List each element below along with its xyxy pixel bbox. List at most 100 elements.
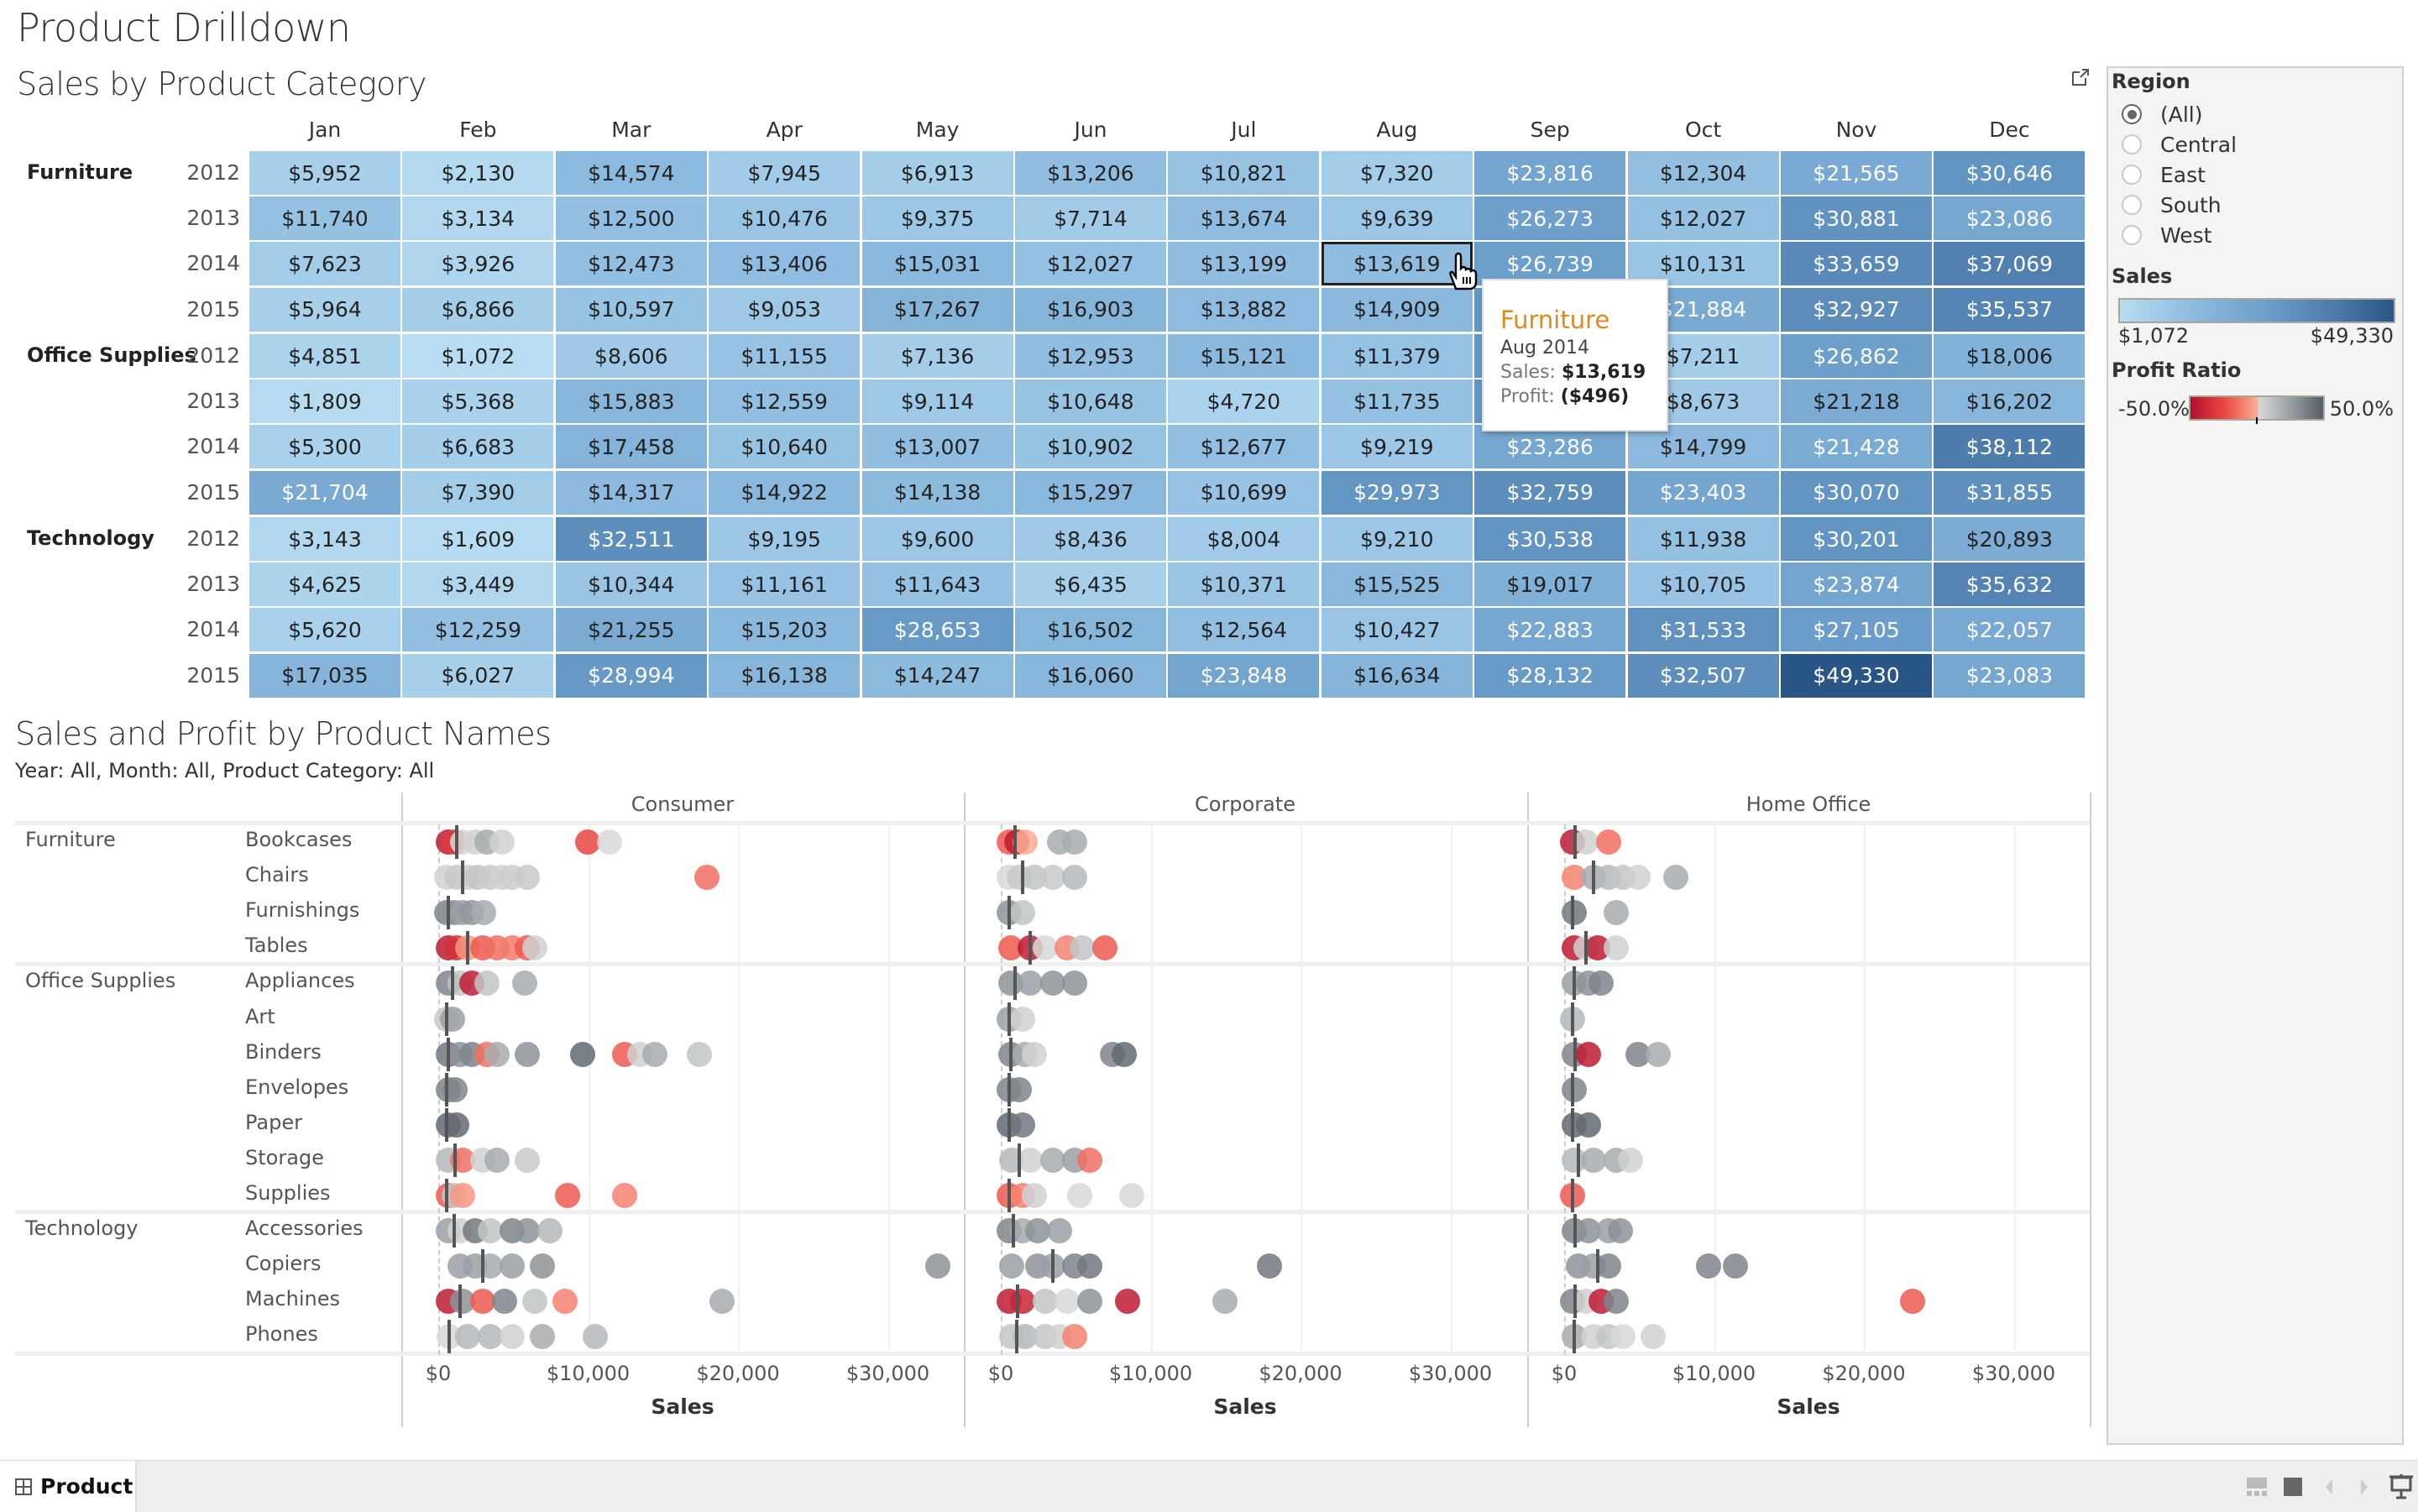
heatmap-cell[interactable]: $10,902 (1015, 425, 1166, 469)
heatmap-cell[interactable]: $10,705 (1627, 562, 1779, 607)
product-dot[interactable] (515, 1041, 541, 1067)
product-dot[interactable] (709, 1289, 735, 1315)
product-dot[interactable] (1039, 971, 1065, 997)
heatmap-cell[interactable]: $9,219 (1321, 425, 1473, 469)
product-dot[interactable] (1625, 865, 1651, 891)
heatmap-cell[interactable]: $10,427 (1321, 608, 1473, 652)
product-dot[interactable] (489, 829, 515, 855)
heatmap-cell[interactable]: $12,259 (402, 608, 554, 652)
heatmap-cell[interactable]: $7,136 (861, 334, 1013, 378)
heatmap-cell[interactable]: $13,406 (709, 242, 861, 286)
heatmap-cell[interactable]: $10,131 (1627, 242, 1779, 286)
heatmap-cell[interactable]: $13,199 (1168, 242, 1320, 286)
product-dot[interactable] (1017, 1147, 1043, 1173)
radio-button[interactable] (2122, 104, 2142, 124)
heatmap-cell[interactable]: $17,035 (249, 653, 400, 698)
product-dot[interactable] (925, 1253, 951, 1279)
filmstrip-view-icon[interactable] (2247, 1478, 2267, 1499)
product-dot[interactable] (1618, 1147, 1644, 1173)
presentation-mode-icon[interactable] (2389, 1474, 2413, 1503)
heatmap-cell[interactable]: $26,862 (1781, 334, 1932, 378)
product-dot[interactable] (530, 1324, 556, 1350)
heatmap-cell[interactable]: $31,855 (1934, 470, 2086, 515)
heatmap-cell[interactable]: $9,600 (861, 517, 1013, 561)
product-dot[interactable] (1009, 1289, 1035, 1315)
heatmap-cell[interactable]: $10,344 (555, 562, 707, 607)
product-dot[interactable] (1573, 829, 1599, 855)
product-dot[interactable] (1641, 1324, 1667, 1350)
heatmap-cell[interactable]: $22,883 (1474, 608, 1626, 652)
heatmap-cell[interactable]: $8,606 (555, 334, 707, 378)
product-dot[interactable] (1212, 1289, 1238, 1315)
heatmap-cell[interactable]: $10,821 (1168, 151, 1320, 195)
product-dot[interactable] (555, 1183, 581, 1209)
heatmap-cell[interactable]: $11,161 (709, 562, 861, 607)
heatmap-cell[interactable]: $23,403 (1627, 470, 1779, 515)
product-dot[interactable] (1062, 1324, 1088, 1350)
heatmap-cell[interactable]: $18,006 (1934, 334, 2086, 378)
product-dot[interactable] (1603, 1289, 1629, 1315)
product-dot[interactable] (1112, 1041, 1138, 1067)
heatmap-cell[interactable]: $32,927 (1781, 287, 1932, 332)
heatmap-cell[interactable]: $27,105 (1781, 608, 1932, 652)
heatmap-cell[interactable]: $32,507 (1627, 653, 1779, 698)
heatmap-cell[interactable]: $37,069 (1934, 242, 2086, 286)
heatmap-cell[interactable]: $11,740 (249, 196, 400, 241)
product-dot[interactable] (1603, 935, 1629, 961)
heatmap-cell[interactable]: $38,112 (1934, 425, 2086, 469)
product-dot[interactable] (999, 1253, 1025, 1279)
product-dot[interactable] (471, 900, 497, 926)
product-dot[interactable] (515, 1218, 541, 1244)
heatmap-cell[interactable]: $4,720 (1168, 379, 1320, 424)
heatmap-cell[interactable]: $9,114 (861, 379, 1013, 424)
radio-button[interactable] (2122, 195, 2142, 215)
heatmap-cell[interactable]: $10,648 (1015, 379, 1166, 424)
product-dot[interactable] (1032, 1289, 1058, 1315)
product-dot[interactable] (1576, 1112, 1602, 1138)
heatmap-cell[interactable]: $7,623 (249, 242, 400, 286)
product-dot[interactable] (1062, 829, 1088, 855)
product-dot[interactable] (522, 935, 548, 961)
radio-button[interactable] (2122, 134, 2142, 154)
product-dot[interactable] (1257, 1253, 1283, 1279)
product-dot[interactable] (1070, 935, 1096, 961)
product-dot[interactable] (570, 1041, 596, 1067)
heatmap-cell[interactable]: $10,699 (1168, 470, 1320, 515)
region-option[interactable]: (All) (2122, 100, 2203, 128)
heatmap-cell[interactable]: $12,027 (1627, 196, 1779, 241)
product-dot[interactable] (1588, 971, 1614, 997)
heatmap-cell[interactable]: $16,634 (1321, 653, 1473, 698)
heatmap-cell[interactable]: $10,476 (709, 196, 861, 241)
heatmap-cell[interactable]: $35,632 (1934, 562, 2086, 607)
heatmap-cell[interactable]: $9,375 (861, 196, 1013, 241)
product-dot[interactable] (1077, 1289, 1103, 1315)
heatmap-cell[interactable]: $13,007 (861, 425, 1013, 469)
product-dot[interactable] (1013, 829, 1039, 855)
heatmap-cell[interactable]: $16,502 (1015, 608, 1166, 652)
heatmap-cell[interactable]: $20,893 (1934, 517, 2086, 561)
heatmap-cell[interactable]: $4,625 (249, 562, 400, 607)
heatmap-cell[interactable]: $11,643 (861, 562, 1013, 607)
heatmap-cell[interactable]: $2,130 (402, 151, 554, 195)
product-dot[interactable] (641, 1041, 667, 1067)
product-dot[interactable] (1009, 1112, 1035, 1138)
product-dot[interactable] (582, 1324, 608, 1350)
heatmap-cell[interactable]: $1,609 (402, 517, 554, 561)
heatmap-cell[interactable]: $1,072 (402, 334, 554, 378)
heatmap-cell[interactable]: $14,574 (555, 151, 707, 195)
heatmap-cell[interactable]: $15,031 (861, 242, 1013, 286)
product-dot[interactable] (1066, 1183, 1092, 1209)
heatmap-cell[interactable]: $3,134 (402, 196, 554, 241)
product-dot[interactable] (1610, 1324, 1636, 1350)
product-dot[interactable] (1055, 1289, 1081, 1315)
heatmap-cell[interactable]: $3,449 (402, 562, 554, 607)
heatmap-cell[interactable]: $49,330 (1781, 653, 1932, 698)
heatmap-cell[interactable]: $32,511 (555, 517, 707, 561)
heatmap-cell[interactable]: $21,255 (555, 608, 707, 652)
heatmap-cell[interactable]: $12,559 (709, 379, 861, 424)
product-dot[interactable] (1022, 1183, 1048, 1209)
heatmap-cell[interactable]: $7,945 (709, 151, 861, 195)
next-sheet-icon[interactable] (2359, 1478, 2369, 1499)
heatmap-cell[interactable]: $23,083 (1934, 653, 2086, 698)
heatmap-cell[interactable]: $12,027 (1015, 242, 1166, 286)
